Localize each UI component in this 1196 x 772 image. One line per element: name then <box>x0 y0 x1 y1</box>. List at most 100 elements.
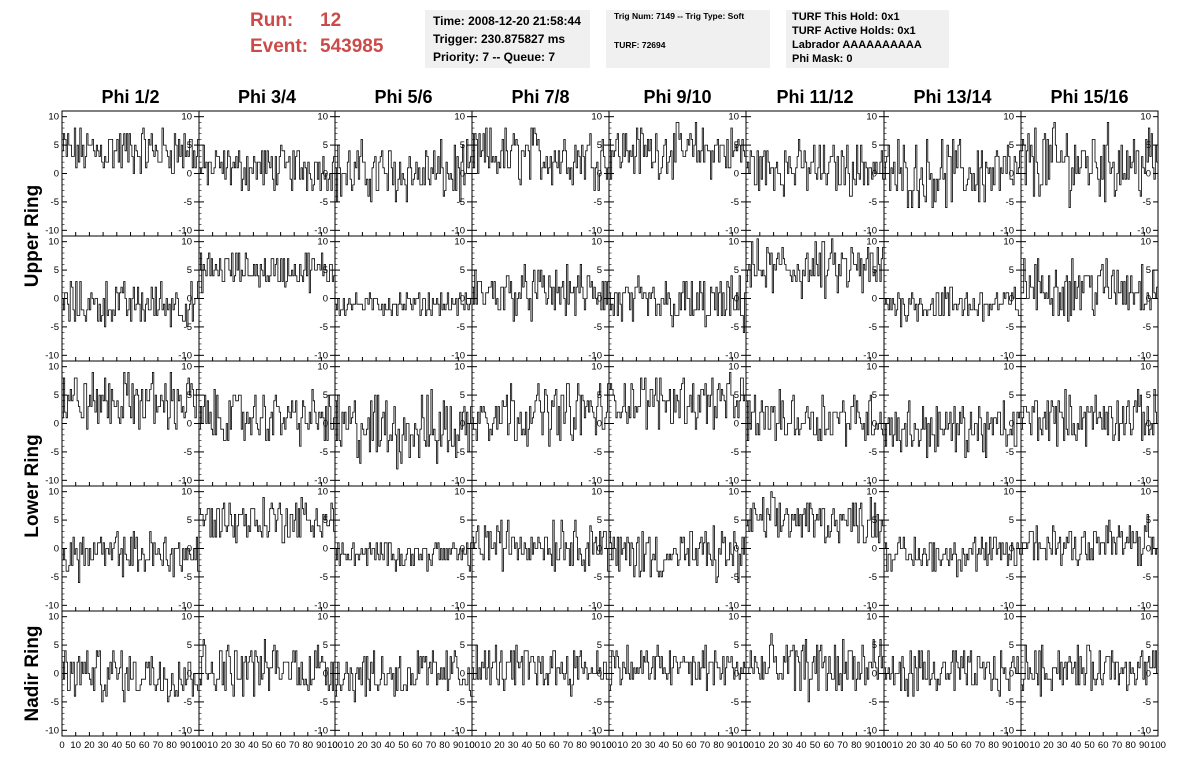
labrador-text: Labrador AAAAAAAAAA <box>792 39 922 51</box>
x-tick-label: 0 <box>743 740 748 751</box>
x-tick-label: 40 <box>248 740 259 751</box>
waveform-trace <box>884 139 1021 208</box>
y-tick-label: -10 <box>451 600 465 611</box>
event-value: 543985 <box>320 36 384 57</box>
y-tick-label: -10 <box>1137 225 1151 236</box>
x-tick-label: 60 <box>412 740 423 751</box>
y-tick-label: 10 <box>48 237 59 248</box>
x-tick-label: 10 <box>343 740 354 751</box>
y-tick-label: 10 <box>317 112 328 123</box>
y-tick-label: 5 <box>597 515 602 526</box>
y-tick-label: 10 <box>48 112 59 123</box>
y-tick-label: -5 <box>731 322 739 333</box>
y-tick-label: 5 <box>323 390 328 401</box>
y-tick-label: 0 <box>187 669 192 680</box>
y-tick-label: 10 <box>1003 612 1014 623</box>
waveform-trace <box>472 383 609 447</box>
x-tick-label: 70 <box>289 740 300 751</box>
y-tick-label: 10 <box>1140 237 1151 248</box>
waveform-trace <box>62 372 199 430</box>
y-tick-label: -5 <box>869 572 877 583</box>
y-tick-label: -10 <box>725 225 739 236</box>
waveform-trace <box>1021 514 1158 566</box>
trigger-text: Trigger: 230.875827 ms <box>433 32 566 46</box>
y-tick-label: -5 <box>594 447 602 458</box>
y-tick-label: 5 <box>54 640 59 651</box>
y-tick-label: -5 <box>594 572 602 583</box>
y-tick-label: -10 <box>314 600 328 611</box>
x-tick-label: 20 <box>84 740 95 751</box>
waveform-trace <box>62 650 199 703</box>
x-tick-label: 70 <box>700 740 711 751</box>
y-tick-label: 0 <box>1146 169 1151 180</box>
y-tick-label: -5 <box>184 697 192 708</box>
run-event-box: Run: 12 Event: 543985 <box>250 8 383 60</box>
y-tick-label: -5 <box>184 322 192 333</box>
waveform-trace <box>335 542 472 572</box>
column-title: Phi 11/12 <box>776 87 853 107</box>
x-tick-label: 0 <box>469 740 474 751</box>
x-tick-label: 30 <box>98 740 109 751</box>
y-tick-label: 10 <box>317 612 328 623</box>
y-tick-label: -10 <box>725 475 739 486</box>
waveform-trace <box>609 372 746 430</box>
x-tick-label: 0 <box>196 740 201 751</box>
waveform-trace <box>62 531 199 583</box>
x-tick-label: 100 <box>327 740 343 751</box>
y-tick-label: 10 <box>1003 112 1014 123</box>
time-info-panel: Time: 2008-12-20 21:58:44 Trigger: 230.8… <box>425 10 590 68</box>
waveform-trace <box>746 491 884 544</box>
y-tick-label: 0 <box>734 169 739 180</box>
y-tick-label: 0 <box>1009 419 1014 430</box>
y-tick-label: 5 <box>734 390 739 401</box>
y-tick-label: -10 <box>178 600 192 611</box>
panel-frame <box>61 110 200 237</box>
waveform-trace <box>335 650 472 703</box>
x-tick-label: 90 <box>453 740 464 751</box>
y-tick-label: 0 <box>460 169 465 180</box>
y-tick-label: -5 <box>1143 697 1151 708</box>
y-tick-label: -10 <box>588 225 602 236</box>
x-tick-label: 70 <box>426 740 437 751</box>
x-tick-label: 50 <box>672 740 683 751</box>
y-tick-label: -5 <box>731 447 739 458</box>
x-tick-label: 20 <box>906 740 917 751</box>
y-tick-label: -10 <box>1137 600 1151 611</box>
y-tick-label: 10 <box>728 612 739 623</box>
x-tick-label: 50 <box>262 740 273 751</box>
x-tick-label: 70 <box>563 740 574 751</box>
y-tick-label: 0 <box>460 669 465 680</box>
x-tick-label: 90 <box>316 740 327 751</box>
y-tick-label: 10 <box>591 112 602 123</box>
y-tick-label: 5 <box>323 515 328 526</box>
y-tick-label: 10 <box>317 362 328 373</box>
trig-text: Trig Num: 7149 -- Trig Type: Soft <box>614 11 745 21</box>
x-tick-label: 50 <box>1084 740 1095 751</box>
waveform-trace <box>199 639 335 697</box>
y-tick-label: 10 <box>866 612 877 623</box>
panel-frame <box>1020 235 1159 362</box>
y-tick-label: 0 <box>54 169 59 180</box>
turf-this-hold-text: TURF This Hold: 0x1 <box>792 11 900 23</box>
y-tick-label: 5 <box>597 140 602 151</box>
waveform-trace <box>884 650 1021 697</box>
y-tick-label: -10 <box>1000 225 1014 236</box>
x-tick-label: 40 <box>659 740 670 751</box>
y-tick-label: 10 <box>1003 237 1014 248</box>
y-tick-label: 0 <box>54 544 59 555</box>
y-tick-label: 0 <box>54 419 59 430</box>
y-tick-label: 5 <box>1009 515 1014 526</box>
y-tick-label: 0 <box>872 669 877 680</box>
y-tick-label: -10 <box>863 350 877 361</box>
y-tick-label: 5 <box>1009 265 1014 276</box>
y-tick-label: 0 <box>54 294 59 305</box>
x-tick-label: 30 <box>920 740 931 751</box>
turf-text: TURF: 72694 <box>614 40 666 50</box>
waveform-trace <box>1021 122 1158 208</box>
y-tick-label: 10 <box>454 612 465 623</box>
waveform-trace <box>199 252 335 294</box>
y-tick-label: -5 <box>1143 322 1151 333</box>
y-tick-label: 0 <box>872 419 877 430</box>
y-tick-label: -5 <box>594 322 602 333</box>
y-tick-label: -5 <box>457 197 465 208</box>
